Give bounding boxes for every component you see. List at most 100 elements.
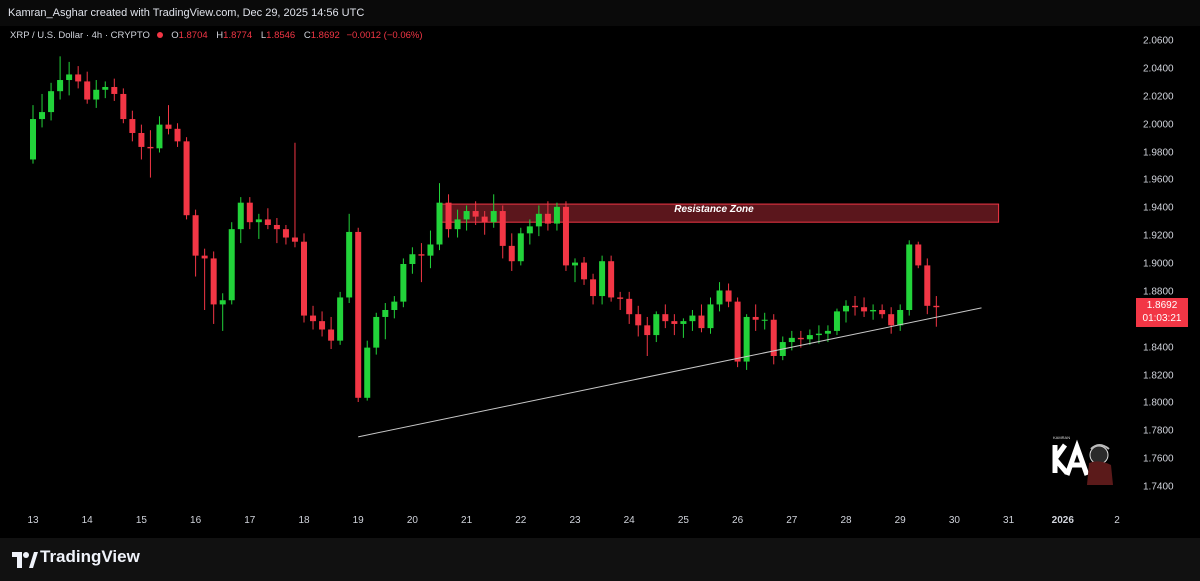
candle[interactable]: [671, 314, 678, 336]
candle[interactable]: [66, 61, 73, 96]
candle[interactable]: [39, 93, 46, 128]
candle[interactable]: [255, 213, 262, 239]
candle[interactable]: [120, 88, 127, 124]
candle[interactable]: [725, 283, 732, 308]
candle[interactable]: [138, 124, 145, 160]
candle[interactable]: [716, 282, 723, 312]
candle[interactable]: [264, 208, 271, 230]
candle[interactable]: [517, 227, 524, 266]
candle[interactable]: [662, 304, 669, 329]
candle[interactable]: [291, 142, 298, 248]
candle[interactable]: [282, 224, 289, 245]
candle[interactable]: [499, 205, 506, 259]
candle[interactable]: [346, 213, 353, 304]
candle[interactable]: [653, 311, 660, 343]
candlestick-chart[interactable]: [0, 0, 1200, 538]
candle[interactable]: [562, 201, 569, 271]
tradingview-logo-icon[interactable]: [10, 548, 38, 572]
candle[interactable]: [644, 316, 651, 356]
candle[interactable]: [102, 81, 109, 99]
candle[interactable]: [228, 222, 235, 305]
candle[interactable]: [590, 273, 597, 305]
candle[interactable]: [156, 116, 163, 153]
candle[interactable]: [147, 130, 154, 178]
candle[interactable]: [680, 318, 687, 338]
candle[interactable]: [409, 247, 416, 274]
candle[interactable]: [427, 230, 434, 269]
candle[interactable]: [481, 211, 488, 235]
candle[interactable]: [319, 311, 326, 337]
candle[interactable]: [707, 297, 714, 334]
candle[interactable]: [879, 304, 886, 319]
candle[interactable]: [815, 325, 822, 344]
candle[interactable]: [843, 300, 849, 323]
candle[interactable]: [174, 123, 181, 147]
candle[interactable]: [526, 219, 533, 245]
candle[interactable]: [48, 82, 55, 121]
candle[interactable]: [246, 197, 253, 230]
candle[interactable]: [906, 240, 913, 316]
candle[interactable]: [490, 194, 497, 228]
candle[interactable]: [273, 218, 280, 244]
candle[interactable]: [870, 304, 877, 320]
candle[interactable]: [183, 137, 190, 220]
candle[interactable]: [219, 293, 226, 331]
candle[interactable]: [382, 303, 389, 340]
candle[interactable]: [201, 248, 208, 310]
candle[interactable]: [897, 304, 904, 331]
candle[interactable]: [445, 194, 452, 238]
candle[interactable]: [572, 258, 578, 283]
candle[interactable]: [472, 201, 479, 225]
candle[interactable]: [391, 296, 398, 319]
candle[interactable]: [310, 305, 317, 330]
support-trendline[interactable]: [358, 307, 982, 438]
candle[interactable]: [328, 316, 335, 350]
candle[interactable]: [400, 258, 407, 308]
candle[interactable]: [57, 56, 64, 100]
candle[interactable]: [635, 305, 642, 337]
candle[interactable]: [806, 329, 813, 345]
candle[interactable]: [355, 227, 362, 402]
candle[interactable]: [508, 233, 515, 271]
candle[interactable]: [165, 105, 172, 135]
candle[interactable]: [626, 291, 633, 324]
candle[interactable]: [301, 233, 307, 323]
candle[interactable]: [436, 183, 443, 251]
candle[interactable]: [581, 257, 588, 285]
candle[interactable]: [608, 255, 615, 302]
candle[interactable]: [84, 71, 91, 104]
candle[interactable]: [373, 312, 380, 355]
candle[interactable]: [418, 243, 425, 283]
candle[interactable]: [93, 80, 100, 108]
candle[interactable]: [535, 205, 542, 237]
candle[interactable]: [129, 110, 136, 142]
candle[interactable]: [924, 258, 931, 315]
symbol-label[interactable]: XRP / U.S. Dollar · 4h · CRYPTO: [10, 30, 150, 41]
candle[interactable]: [698, 304, 705, 333]
candle[interactable]: [75, 66, 82, 89]
candle[interactable]: [833, 308, 840, 336]
candle[interactable]: [861, 297, 868, 317]
candle[interactable]: [553, 202, 560, 231]
candle[interactable]: [111, 78, 118, 101]
candle[interactable]: [237, 197, 244, 244]
candle[interactable]: [689, 309, 696, 331]
candle[interactable]: [454, 209, 461, 238]
candle[interactable]: [888, 307, 895, 334]
candle[interactable]: [915, 241, 922, 269]
candle[interactable]: [752, 304, 759, 331]
candle[interactable]: [599, 255, 606, 305]
candle[interactable]: [337, 291, 344, 345]
candle[interactable]: [30, 105, 36, 164]
candle[interactable]: [734, 297, 741, 368]
candle[interactable]: [463, 205, 470, 231]
candle[interactable]: [192, 209, 199, 277]
candle[interactable]: [761, 312, 768, 330]
candle[interactable]: [210, 251, 217, 324]
candle[interactable]: [852, 296, 859, 316]
candle[interactable]: [544, 201, 551, 231]
candle[interactable]: [364, 340, 371, 401]
candle[interactable]: [770, 314, 777, 365]
candle[interactable]: [617, 291, 624, 310]
tradingview-wordmark[interactable]: TradingView: [40, 547, 140, 566]
